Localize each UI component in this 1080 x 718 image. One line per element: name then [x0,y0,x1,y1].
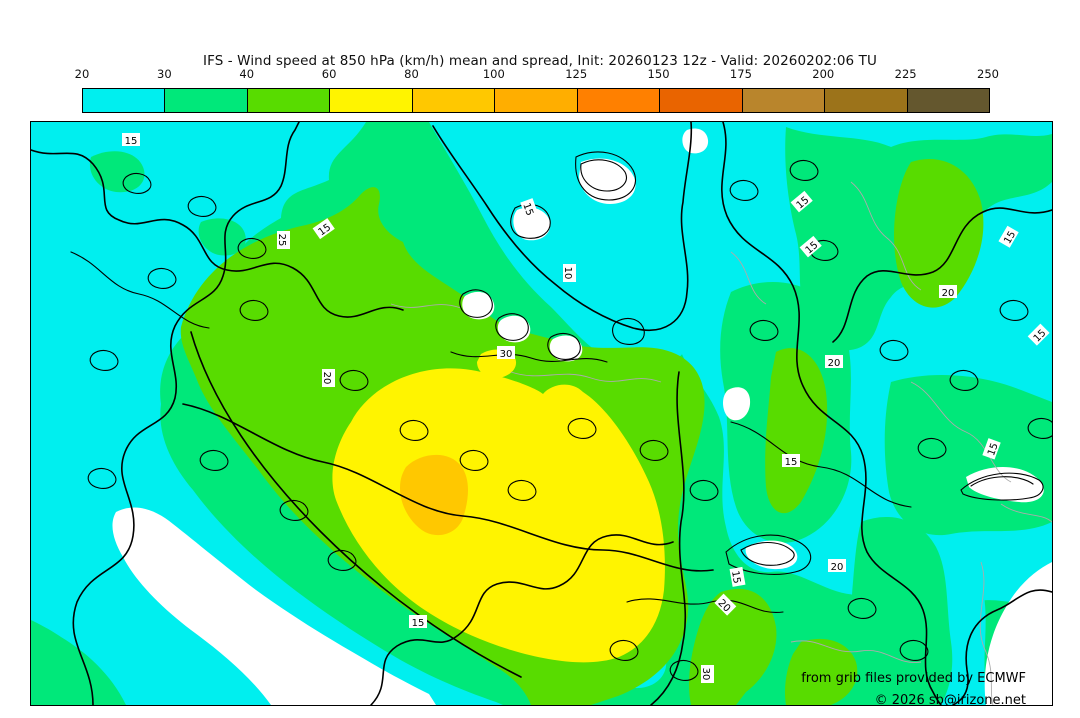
fill-spring-east-right [884,375,1052,536]
colorbar-segment-30-40 [164,89,247,112]
colorbar-tick: 100 [482,67,505,81]
fill-yellow-main [332,368,665,663]
svg-text:20: 20 [942,288,955,299]
svg-text:15: 15 [520,202,535,218]
fill-chartreuse-ne-core [894,158,984,308]
fill-white-scand3 [462,291,495,320]
fill-spring-nw-patch1 [89,151,145,193]
colorbar-segment-40-60 [246,89,330,112]
contour-label: 25 [276,231,290,249]
colorbar-tick: 225 [894,67,917,81]
colorbar-tick: 80 [404,67,419,81]
colorbar-tick: 250 [977,67,999,81]
contour-label: 20 [828,559,846,573]
contour-label: 20 [321,369,335,387]
fill-chartreuse-e-streak [765,348,828,514]
svg-text:25: 25 [276,234,287,247]
contour-label: 30 [700,665,714,683]
colorbar-tick: 60 [321,67,337,81]
fill-chartreuse-se2 [784,638,858,705]
contour-label: 15 [122,133,140,147]
svg-text:20: 20 [321,372,332,385]
fill-white-scand5 [549,335,583,362]
svg-text:15: 15 [412,618,425,629]
chart-title: IFS - Wind speed at 850 hPa (km/h) mean … [203,53,877,69]
colorbar-tick: 175 [729,67,752,81]
fill-white-sw-band [112,507,436,705]
svg-text:15: 15 [125,136,138,147]
contour-lines-thick [31,122,1052,705]
contour-label: 15 [520,198,539,220]
fill-white-se-corner [984,562,1052,705]
svg-text:15: 15 [785,457,798,468]
colorbar-tick: 200 [812,67,835,81]
contour-label: 15 [782,454,800,468]
weather-map: 15 15 25 20 10 15 15 15 15 20 20 15 15 15 20 15 20 15 30 30… [30,121,1053,706]
fill-white-alps [745,540,798,570]
colorbar-segment-175-200 [741,89,825,112]
contour-label: 15 [982,438,1001,460]
contour-label: 30 [497,346,515,360]
colorbar-segment-125-150 [576,89,660,112]
colorbar-segment-80-100 [411,89,495,112]
svg-text:30: 30 [700,668,711,681]
colorbar [82,88,990,113]
colorbar-tick: 30 [157,67,172,81]
colorbar-segment-60-80 [329,89,412,112]
colorbar-tick: 150 [647,67,670,81]
colorbar-segment-150-175 [659,89,742,112]
svg-text:20: 20 [828,358,841,369]
fill-white-scand2 [513,207,551,241]
svg-text:15: 15 [986,442,1001,458]
svg-text:20: 20 [831,562,844,573]
colorbar-tick: 20 [74,67,90,81]
colorbar-segment-200-225 [824,89,907,112]
fill-spring-nw-patch2 [198,218,246,256]
colorbar-segment-225-250 [906,89,989,112]
fill-white-e-small [722,387,751,421]
colorbar-tick-labels: 20 30 40 60 80 100 125 150 175 200 225 250 [75,67,999,83]
country-borders [390,181,1052,705]
contour-label: 20 [825,355,843,369]
svg-text:15: 15 [729,570,742,584]
contour-label: 15 [729,566,746,587]
colorbar-tick: 125 [565,67,588,81]
fill-white-ne-small [682,128,709,154]
colorbar-segment-100-125 [494,89,577,112]
colorbar-tick: 40 [239,67,255,81]
contour-lines-thin [70,151,1044,614]
svg-text:10: 10 [562,267,573,280]
contour-label: 15 [409,615,427,629]
svg-text:30: 30 [500,349,513,360]
contour-label: 10 [562,264,576,282]
attribution-source: from grib files provided by ECMWF [801,671,1026,686]
fill-white-scand4 [497,315,531,343]
fill-white-scand1 [579,158,636,204]
contour-label: 20 [939,285,957,299]
fill-white-caucasus [966,466,1044,503]
attribution-copyright: © 2026 sb@irizone.net [874,693,1026,706]
colorbar-segment-20-30 [83,89,165,112]
